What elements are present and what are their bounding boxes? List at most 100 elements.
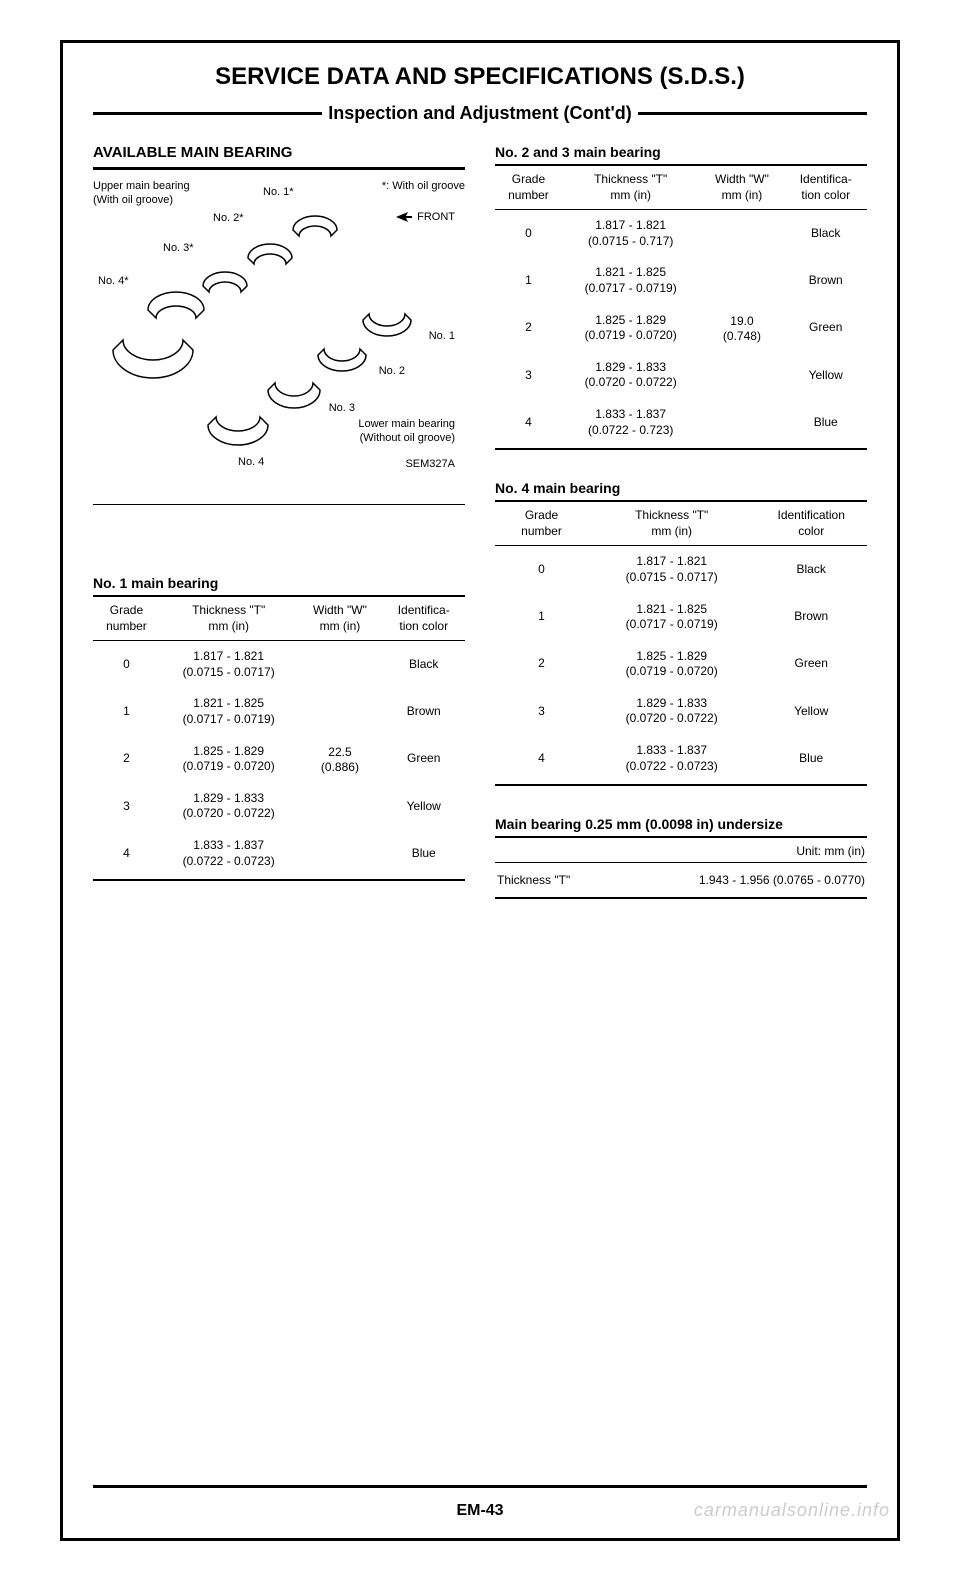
cell-thickness: 1.833 - 1.837(0.0722 - 0.723) — [562, 399, 700, 448]
cell-color: Black — [784, 210, 867, 258]
table4-h-color: Identificationcolor — [755, 501, 867, 546]
cell-thickness: 1.829 - 1.833(0.0720 - 0.0722) — [562, 352, 700, 399]
cell-grade: 4 — [93, 830, 160, 879]
rule-left — [93, 112, 322, 115]
table23-h-thickness: Thickness "T"mm (in) — [562, 165, 700, 210]
cell-grade: 4 — [495, 735, 588, 784]
table1-h-color: Identifica-tion color — [382, 596, 465, 641]
cell-grade: 3 — [495, 688, 588, 735]
bottom-rule — [93, 1485, 867, 1488]
cell-color: Blue — [382, 830, 465, 879]
undersize-row: Thickness "T" 1.943 - 1.956 (0.0765 - 0.… — [495, 862, 867, 899]
rule-right — [638, 112, 867, 115]
table-row: 2 1.825 - 1.829(0.0719 - 0.0720) Green — [495, 641, 867, 688]
document-title: SERVICE DATA AND SPECIFICATIONS (S.D.S.) — [93, 63, 867, 91]
table-row: 4 1.833 - 1.837(0.0722 - 0.0723) Blue — [93, 830, 465, 879]
cell-thickness: 1.829 - 1.833(0.0720 - 0.0722) — [588, 688, 755, 735]
cell-thickness: 1.821 - 1.825(0.0717 - 0.0719) — [588, 594, 755, 641]
cell-grade: 0 — [495, 210, 562, 258]
cell-width: 19.0(0.748) — [699, 210, 784, 448]
low-no3-label: No. 3 — [329, 402, 355, 414]
cell-grade: 2 — [495, 641, 588, 688]
watermark: carmanualsonline.info — [694, 1500, 890, 1521]
table23-h-width: Width "W"mm (in) — [699, 165, 784, 210]
lower-bearing-label-2: (Without oil groove) — [360, 432, 455, 444]
table-row: 1 1.821 - 1.825(0.0717 - 0.0719) Brown — [93, 688, 465, 735]
table4: Gradenumber Thickness "T"mm (in) Identif… — [495, 500, 867, 784]
cell-color: Blue — [755, 735, 867, 784]
low-no1-label: No. 1 — [429, 330, 455, 342]
cell-color: Green — [784, 305, 867, 352]
available-main-bearing-heading: AVAILABLE MAIN BEARING — [93, 144, 465, 161]
table4-title: No. 4 main bearing — [495, 480, 867, 496]
table-row: 3 1.829 - 1.833(0.0720 - 0.0722) Yellow — [495, 688, 867, 735]
cell-thickness: 1.817 - 1.821(0.0715 - 0.0717) — [588, 546, 755, 594]
diagram-bottom-rule — [93, 504, 465, 505]
cell-color: Black — [755, 546, 867, 594]
table23-title: No. 2 and 3 main bearing — [495, 144, 867, 160]
table-row: 0 1.817 - 1.821(0.0715 - 0.717) 19.0(0.7… — [495, 210, 867, 258]
cell-grade: 3 — [495, 352, 562, 399]
right-column: No. 2 and 3 main bearing Gradenumber Thi… — [495, 144, 867, 899]
undersize-label: Thickness "T" — [497, 873, 570, 887]
cell-grade: 0 — [495, 546, 588, 594]
table23-bottom-rule — [495, 448, 867, 450]
table-row: 4 1.833 - 1.837(0.0722 - 0.0723) Blue — [495, 735, 867, 784]
cell-color: Green — [755, 641, 867, 688]
lower-bearing-label-1: Lower main bearing — [358, 418, 455, 430]
cell-grade: 2 — [93, 736, 160, 783]
no1-label: No. 1* — [263, 186, 294, 198]
cell-grade: 3 — [93, 783, 160, 830]
left-column: AVAILABLE MAIN BEARING Upper main bearin… — [93, 144, 465, 899]
cell-grade: 0 — [93, 641, 160, 689]
table23-h-grade: Gradenumber — [495, 165, 562, 210]
heavy-rule — [93, 167, 465, 170]
cell-grade: 1 — [93, 688, 160, 735]
bearing-diagram: Upper main bearing (With oil groove) *: … — [93, 180, 465, 500]
undersize-unit: Unit: mm (in) — [495, 836, 867, 862]
cell-color: Black — [382, 641, 465, 689]
table23: Gradenumber Thickness "T"mm (in) Width "… — [495, 164, 867, 448]
table4-h-thickness: Thickness "T"mm (in) — [588, 501, 755, 546]
low-no4-label: No. 4 — [238, 456, 264, 468]
table4-bottom-rule — [495, 784, 867, 786]
table-row: 3 1.829 - 1.833(0.0720 - 0.0722) Yellow — [93, 783, 465, 830]
cell-color: Green — [382, 736, 465, 783]
upper-bearing-label-2: (With oil groove) — [93, 194, 173, 206]
cell-thickness: 1.833 - 1.837(0.0722 - 0.0723) — [160, 830, 298, 879]
cell-color: Yellow — [755, 688, 867, 735]
section-title: Inspection and Adjustment (Cont'd) — [322, 103, 638, 124]
table1-title: No. 1 main bearing — [93, 575, 465, 591]
cell-width: 22.5(0.886) — [297, 641, 382, 879]
cell-grade: 1 — [495, 594, 588, 641]
table1: Gradenumber Thickness "T"mm (in) Width "… — [93, 595, 465, 879]
cell-grade: 2 — [495, 305, 562, 352]
cell-thickness: 1.821 - 1.825(0.0717 - 0.0719) — [160, 688, 298, 735]
table-row: 1 1.821 - 1.825(0.0717 - 0.0719) Brown — [495, 257, 867, 304]
with-oil-groove-note: *: With oil groove — [382, 180, 465, 192]
cell-thickness: 1.825 - 1.829(0.0719 - 0.0720) — [562, 305, 700, 352]
undersize-value: 1.943 - 1.956 (0.0765 - 0.0770) — [699, 873, 865, 887]
cell-grade: 4 — [495, 399, 562, 448]
cell-thickness: 1.825 - 1.829(0.0719 - 0.0720) — [160, 736, 298, 783]
table4-h-grade: Gradenumber — [495, 501, 588, 546]
upper-bearing-label-1: Upper main bearing — [93, 180, 190, 192]
low-no2-label: No. 2 — [379, 365, 405, 377]
table-row: 0 1.817 - 1.821(0.0715 - 0.0717) Black — [495, 546, 867, 594]
table1-h-thickness: Thickness "T"mm (in) — [160, 596, 298, 641]
cell-color: Yellow — [784, 352, 867, 399]
table23-h-color: Identifica-tion color — [784, 165, 867, 210]
table-row: 1 1.821 - 1.825(0.0717 - 0.0719) Brown — [495, 594, 867, 641]
table-row: 2 1.825 - 1.829(0.0719 - 0.0720) Green — [495, 305, 867, 352]
table1-h-grade: Gradenumber — [93, 596, 160, 641]
cell-color: Brown — [784, 257, 867, 304]
table-row: 4 1.833 - 1.837(0.0722 - 0.723) Blue — [495, 399, 867, 448]
cell-color: Yellow — [382, 783, 465, 830]
table1-bottom-rule — [93, 879, 465, 881]
cell-color: Blue — [784, 399, 867, 448]
cell-thickness: 1.829 - 1.833(0.0720 - 0.0722) — [160, 783, 298, 830]
cell-thickness: 1.833 - 1.837(0.0722 - 0.0723) — [588, 735, 755, 784]
cell-grade: 1 — [495, 257, 562, 304]
undersize-block: Main bearing 0.25 mm (0.0098 in) undersi… — [495, 816, 867, 899]
cell-color: Brown — [382, 688, 465, 735]
